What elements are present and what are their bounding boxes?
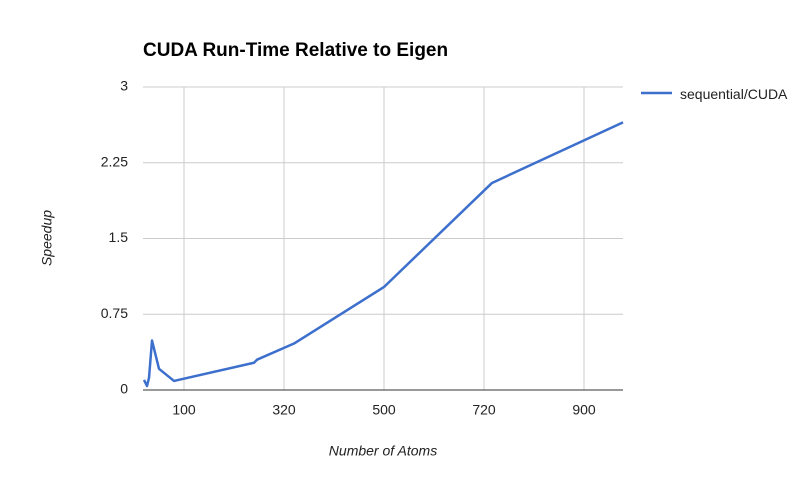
y-tick-label: 2.25: [101, 153, 128, 169]
y-tick-label: 3: [120, 78, 128, 94]
y-axis-label: Speedup: [39, 210, 55, 266]
x-tick-label: 320: [272, 402, 296, 418]
legend-label: sequential/CUDA: [680, 86, 788, 102]
y-tick-label: 1.5: [109, 229, 129, 245]
x-tick-label: 720: [472, 402, 496, 418]
x-tick-label: 500: [372, 402, 396, 418]
x-tick-label: 900: [572, 402, 596, 418]
x-tick-label: 100: [172, 402, 196, 418]
y-tick-label: 0: [120, 381, 128, 397]
y-tick-label: 0.75: [101, 305, 128, 321]
chart-title: CUDA Run-Time Relative to Eigen: [143, 40, 448, 61]
series-line: [142, 121, 624, 388]
x-axis-label: Number of Atoms: [329, 443, 437, 459]
